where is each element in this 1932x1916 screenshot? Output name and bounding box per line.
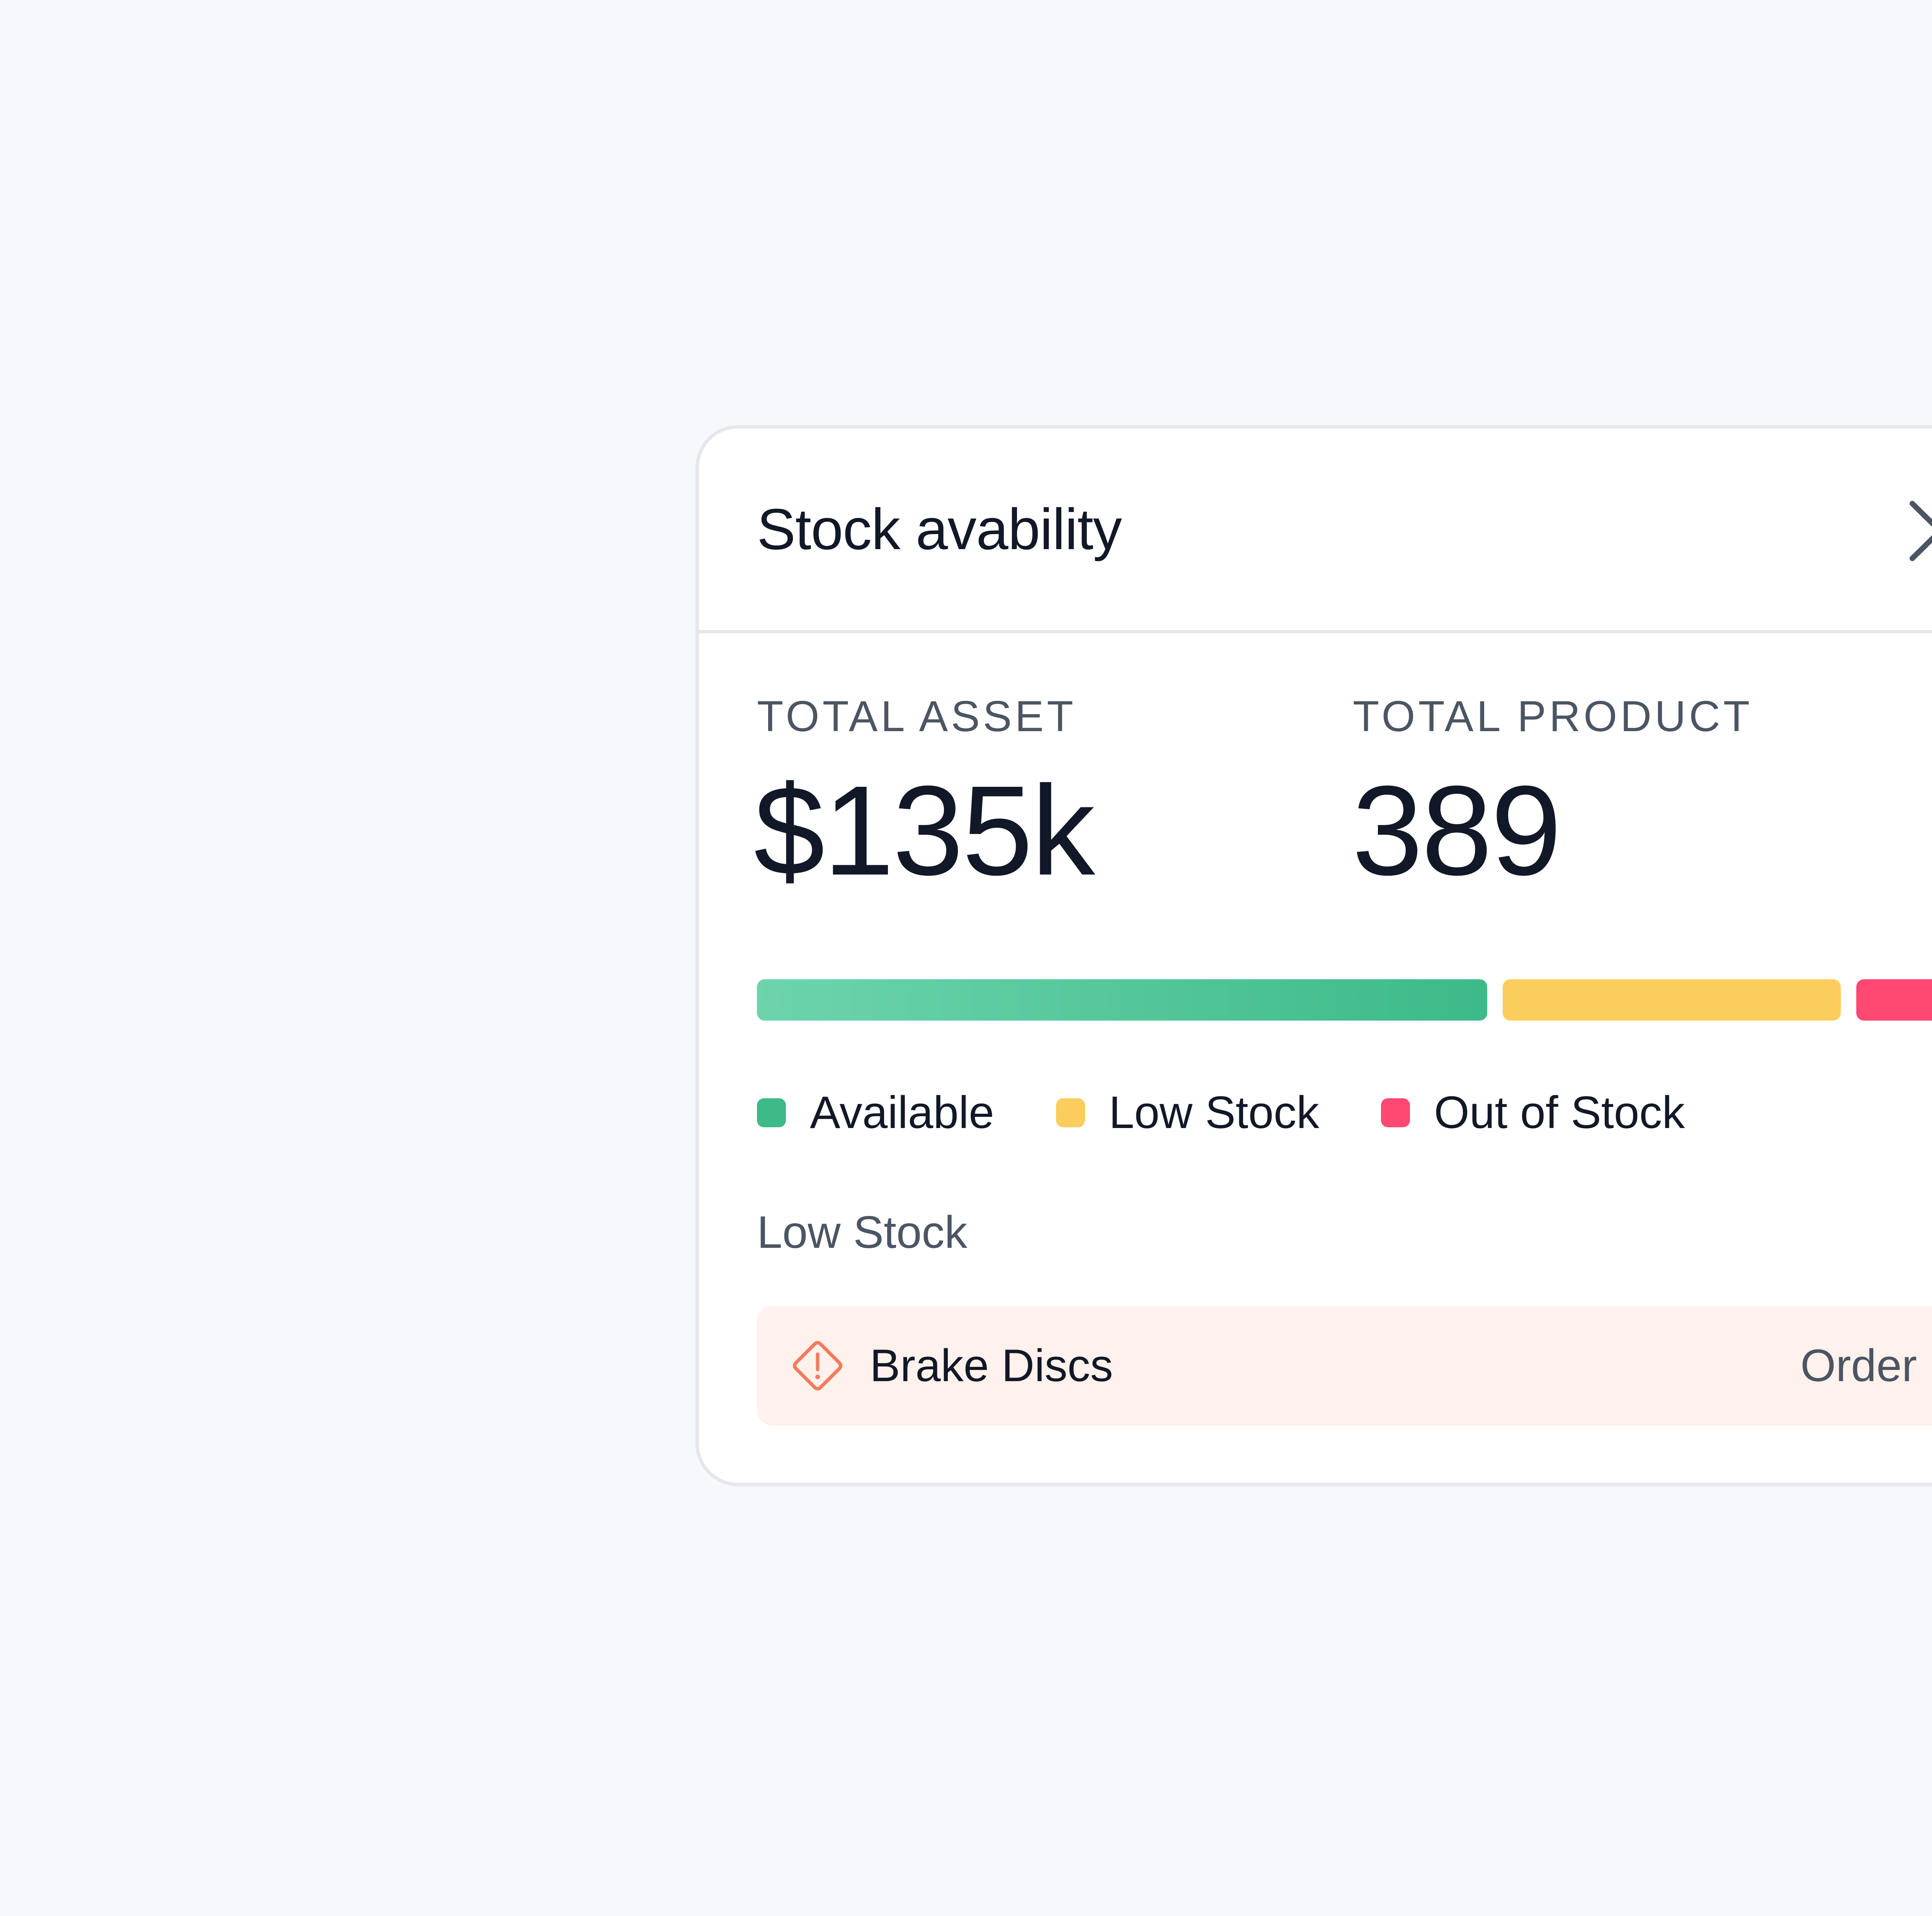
legend-item-out-of-stock: Out of Stock bbox=[1381, 1086, 1685, 1140]
legend-dot-out-of-stock bbox=[1381, 1098, 1410, 1127]
legend-dot-low-stock bbox=[1056, 1098, 1085, 1127]
low-stock-section-label: Low Stock bbox=[757, 1207, 968, 1258]
legend-label: Out of Stock bbox=[1434, 1087, 1685, 1138]
low-stock-item-name: Brake Discs bbox=[870, 1340, 1113, 1391]
stock-bar-out-of-stock bbox=[1856, 979, 1932, 1021]
legend-item-available: Available bbox=[757, 1086, 994, 1140]
warning-diamond-icon bbox=[793, 1341, 842, 1390]
legend-label: Low Stock bbox=[1109, 1087, 1320, 1138]
legend-label: Available bbox=[810, 1087, 994, 1138]
chevron-right-icon bbox=[1910, 501, 1932, 561]
card-header: Stock avability bbox=[699, 429, 1932, 633]
total-product-value: 389 bbox=[1352, 759, 1562, 902]
stock-bar-low-stock bbox=[1503, 979, 1841, 1021]
order-button[interactable]: Order bbox=[1800, 1340, 1917, 1391]
total-product-label: TOTAL PRODUCT bbox=[1353, 692, 1753, 740]
open-details-button[interactable] bbox=[1894, 498, 1932, 564]
stock-bar-available bbox=[757, 979, 1487, 1021]
legend: Available Low Stock Out of Stock bbox=[757, 1082, 1747, 1143]
legend-item-low-stock: Low Stock bbox=[1056, 1086, 1319, 1140]
total-asset-label: TOTAL ASSET bbox=[757, 692, 1077, 740]
low-stock-item-row: Brake Discs Order bbox=[757, 1306, 1932, 1426]
card-body: TOTAL ASSET $135k TOTAL PRODUCT 389 Avai… bbox=[699, 633, 1932, 1483]
card-title: Stock avability bbox=[757, 497, 1122, 562]
stock-availability-card: Stock avability TOTAL ASSET $135k TOTAL … bbox=[696, 425, 1932, 1486]
total-asset-value: $135k bbox=[754, 759, 1095, 902]
legend-dot-available bbox=[757, 1098, 786, 1127]
